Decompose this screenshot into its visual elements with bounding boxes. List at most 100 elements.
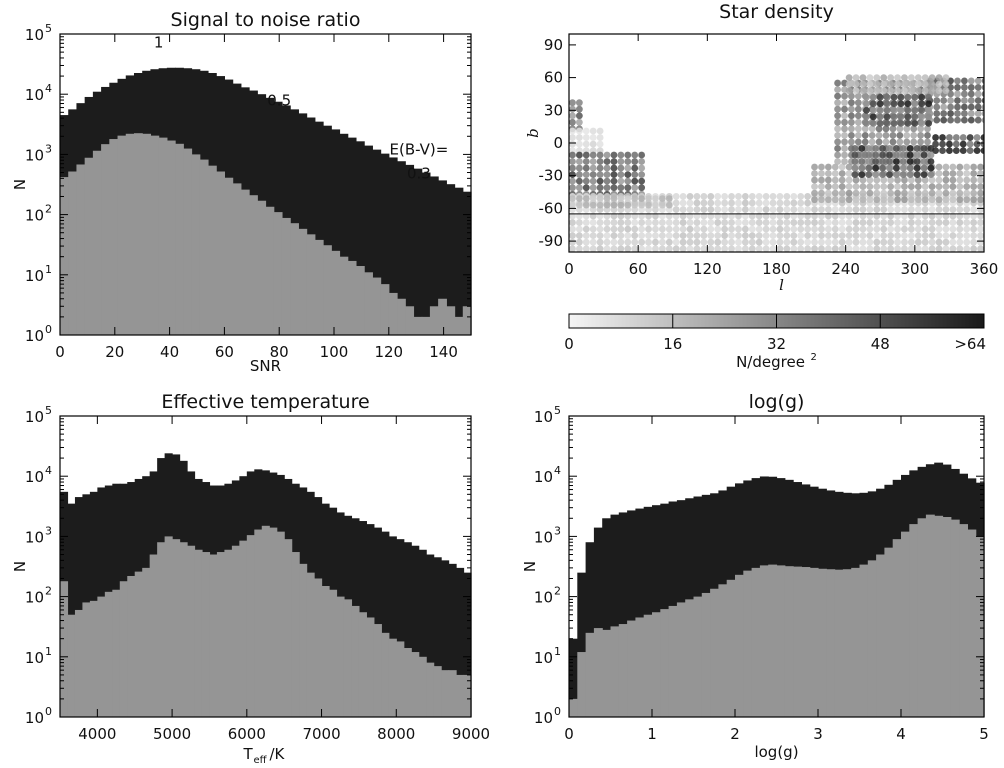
density-cell <box>901 74 908 81</box>
density-cell <box>624 184 632 192</box>
density-cell <box>686 206 694 213</box>
bar-all-stars <box>388 536 397 717</box>
density-cell <box>942 189 950 197</box>
density-cell <box>963 163 971 171</box>
density-cell <box>924 138 931 146</box>
density-cell <box>880 183 888 191</box>
density-cell <box>741 199 749 207</box>
density-cell <box>933 103 941 111</box>
density-cell <box>841 105 848 113</box>
density-cell <box>967 103 975 111</box>
density-cell <box>769 206 777 213</box>
density-cell <box>865 151 873 159</box>
x-tick-label: 2 <box>730 725 740 743</box>
bar-subset <box>254 529 263 717</box>
bar-all-stars <box>441 560 450 717</box>
density-cell <box>658 219 666 226</box>
density-cell <box>728 232 735 240</box>
density-cell <box>624 164 632 172</box>
density-cell <box>845 206 853 213</box>
density-cell <box>882 125 890 133</box>
bar-subset <box>351 605 360 717</box>
density-cell <box>935 196 943 204</box>
density-cell <box>890 113 898 121</box>
annotation-label: E(B-V)= <box>390 140 449 158</box>
density-cell <box>921 232 929 240</box>
density-cell <box>890 93 898 101</box>
density-cell <box>911 100 919 108</box>
bar-subset <box>909 524 919 717</box>
density-cell <box>672 245 680 252</box>
density-cell <box>956 245 964 252</box>
density-cell <box>868 138 876 146</box>
density-cell <box>925 113 933 121</box>
density-cell <box>901 196 908 204</box>
density-cells <box>569 74 984 252</box>
density-cell <box>949 206 957 213</box>
density-cell <box>928 245 936 252</box>
density-cell <box>935 176 943 184</box>
bar-subset <box>585 632 595 717</box>
density-cell <box>940 103 948 111</box>
y-tick-label-base: 10 <box>25 26 44 44</box>
density-cell <box>848 112 855 120</box>
density-cell <box>776 225 784 233</box>
density-cell <box>907 176 915 184</box>
density-cell <box>575 184 583 192</box>
x-axis-label: l <box>779 276 784 294</box>
density-cell <box>693 232 701 240</box>
density-cell <box>686 238 694 246</box>
density-cell <box>977 238 984 246</box>
chart-title: log(g) <box>749 391 805 413</box>
density-cell <box>970 163 978 171</box>
density-cell <box>728 193 735 200</box>
density-cell <box>876 93 884 101</box>
bar-subset <box>411 652 420 717</box>
density-cell <box>645 201 652 209</box>
density-cell <box>949 189 957 197</box>
bar-subset <box>97 596 106 717</box>
density-cell <box>977 225 984 233</box>
density-cell <box>921 176 929 184</box>
plot-frame <box>568 415 985 718</box>
density-cell <box>949 219 957 226</box>
bar-subset <box>314 239 324 335</box>
density-cell <box>617 184 625 192</box>
density-cell <box>638 238 646 246</box>
density-cell <box>967 116 975 124</box>
density-cell <box>886 151 893 159</box>
bar-subset <box>784 566 794 717</box>
colorbar-tick-label: 16 <box>663 335 682 353</box>
density-cell <box>892 164 900 172</box>
density-cell <box>575 140 583 148</box>
density-cell <box>838 176 846 184</box>
density-cell <box>967 110 975 117</box>
density-cell <box>575 127 583 135</box>
density-cell <box>569 151 576 159</box>
bar-all-stars <box>388 157 398 335</box>
density-cell <box>935 219 943 226</box>
density-cell <box>956 196 964 204</box>
density-cell <box>707 219 715 226</box>
density-cell <box>918 119 926 127</box>
density-cell <box>959 140 967 148</box>
bar-subset <box>433 666 442 717</box>
density-cell <box>949 225 957 233</box>
density-cell <box>886 145 893 152</box>
bar-subset <box>950 519 960 717</box>
density-cell <box>880 206 888 213</box>
density-cell <box>603 245 611 252</box>
star-density-panel: 0 60 120 180 240 300 360 -90 -60 -30 0 30 60 90 Star d… <box>524 1 998 371</box>
density-cell <box>783 238 791 246</box>
density-cell <box>735 245 742 252</box>
density-cell <box>854 92 862 100</box>
density-cell <box>865 171 873 179</box>
density-cell <box>886 158 893 165</box>
density-cell <box>910 138 918 146</box>
density-cell <box>569 219 576 226</box>
x-tick-label: 9000 <box>452 725 490 743</box>
density-cell <box>910 125 918 133</box>
density-cell <box>911 113 919 121</box>
density-cell <box>868 131 876 139</box>
density-cell <box>966 134 974 141</box>
